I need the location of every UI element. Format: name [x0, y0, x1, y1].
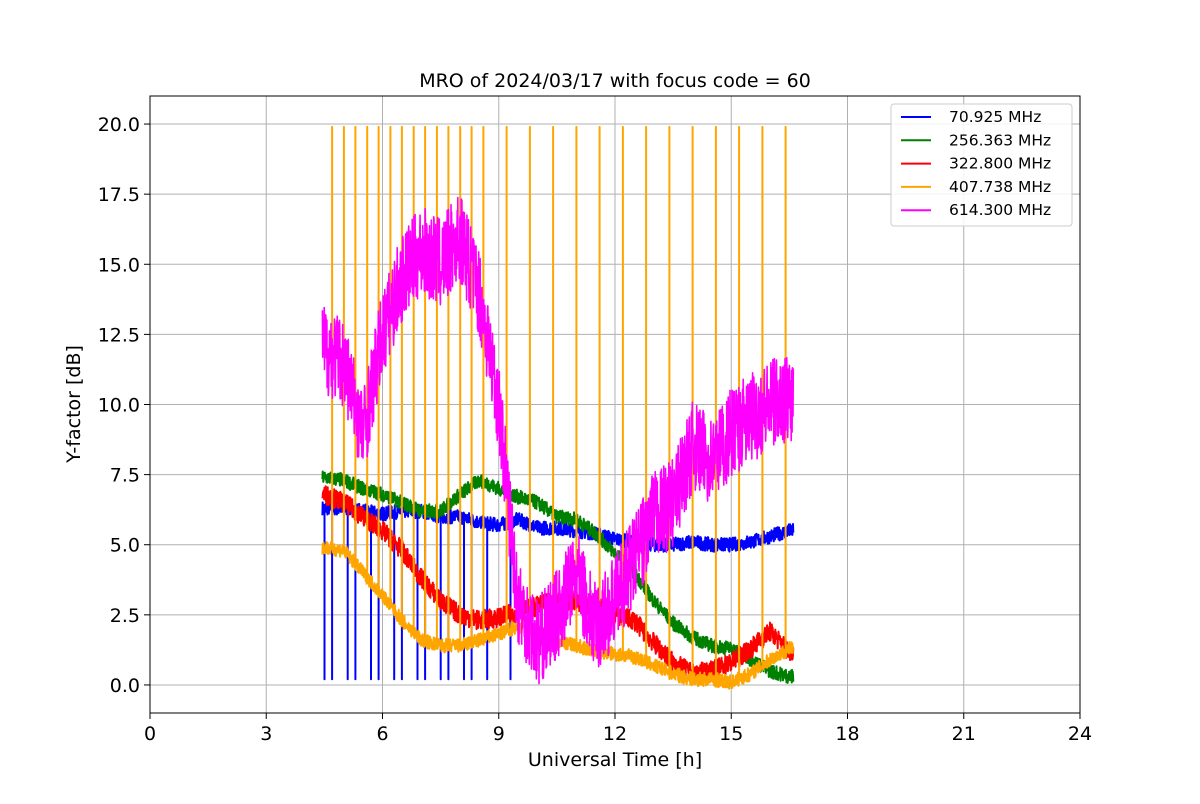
x-tick-label: 3	[260, 723, 272, 745]
chart-title: MRO of 2024/03/17 with focus code = 60	[419, 70, 811, 92]
y-axis: 0.0 2.5 5.0 7.5 10.0 12.5 15.0 17.5 20.0	[98, 114, 150, 697]
x-tick-label: 24	[1068, 723, 1092, 745]
y-tick-label: 7.5	[110, 465, 140, 487]
x-tick-label: 18	[835, 723, 859, 745]
y-tick-label: 5.0	[110, 535, 140, 557]
x-tick-label: 0	[144, 723, 156, 745]
x-tick-label: 15	[719, 723, 743, 745]
x-axis: 0 3 6 9 12 15 18 21 24	[144, 713, 1092, 745]
x-tick-label: 21	[952, 723, 976, 745]
x-axis-label: Universal Time [h]	[528, 749, 702, 771]
y-tick-label: 17.5	[98, 184, 140, 206]
legend-box	[890, 103, 1073, 227]
plot-area	[321, 125, 795, 690]
legend-label: 70.925 MHz	[949, 108, 1041, 126]
x-tick-label: 6	[376, 723, 388, 745]
legend-label: 322.800 MHz	[949, 155, 1051, 173]
y-tick-label: 20.0	[98, 114, 140, 136]
legend-label: 407.738 MHz	[949, 178, 1051, 196]
y-tick-label: 10.0	[98, 395, 140, 417]
series-line	[321, 196, 795, 685]
y-tick-label: 15.0	[98, 254, 140, 276]
x-tick-label: 9	[493, 723, 505, 745]
y-tick-label: 12.5	[98, 324, 140, 346]
y-tick-label: 0.0	[110, 675, 140, 697]
legend-label: 256.363 MHz	[949, 131, 1051, 149]
y-tick-label: 2.5	[110, 605, 140, 627]
x-tick-label: 12	[603, 723, 627, 745]
y-axis-label: Y-factor [dB]	[63, 345, 85, 464]
legend: 70.925 MHz 256.363 MHz 322.800 MHz 407.738 …	[890, 103, 1073, 227]
legend-label: 614.300 MHz	[949, 201, 1051, 219]
